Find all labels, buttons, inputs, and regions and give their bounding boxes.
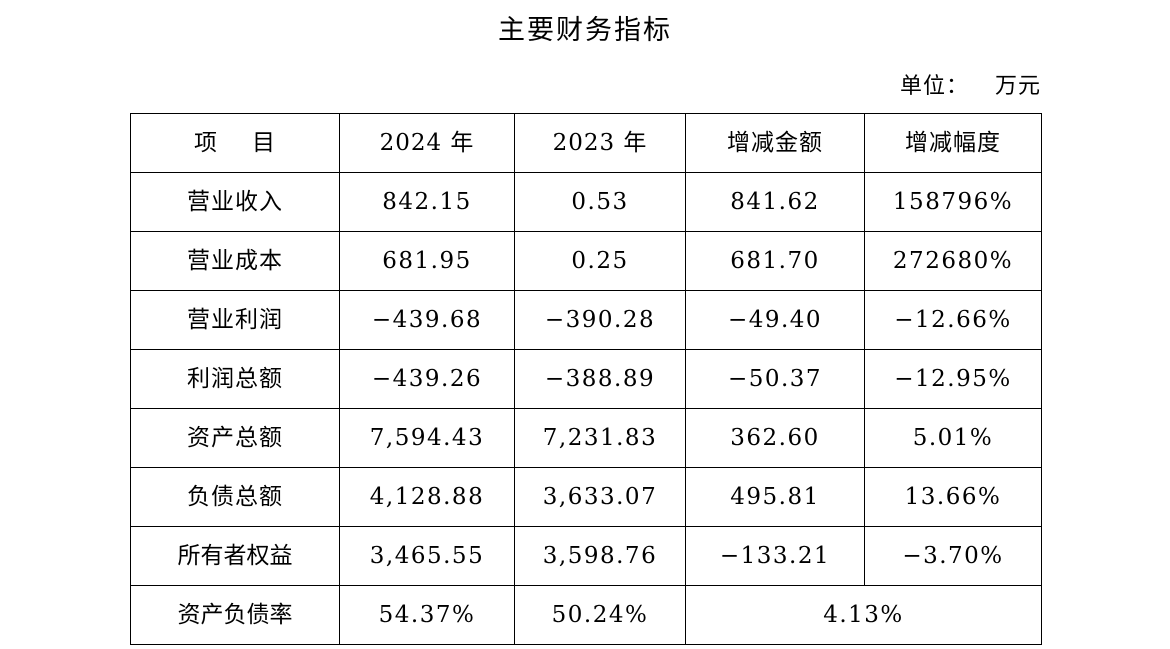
table-row: 营业收入 842.15 0.53 841.62 158796%	[130, 172, 1042, 232]
cell-change-rate: 13.66%	[864, 467, 1042, 527]
cell-change-amount: 495.81	[685, 467, 865, 527]
table-row-ratio: 资产负债率 54.37% 50.24% 4.13%	[130, 585, 1042, 645]
column-header-item-char-1: 项	[194, 130, 218, 156]
financial-table-container: 项目 2024 年 2023 年 增减金额 增减幅度 营业收入 842.15 0…	[130, 113, 1042, 645]
row-label-total-liabilities: 负债总额	[130, 467, 340, 527]
unit-label: 单位：	[899, 74, 969, 99]
row-label-operating-cost: 营业成本	[130, 231, 340, 291]
cell-2024: −439.26	[339, 349, 515, 409]
column-header-change-rate: 增减幅度	[864, 113, 1042, 173]
cell-change-amount: 362.60	[685, 408, 865, 468]
table-row: 所有者权益 3,465.55 3,598.76 −133.21 −3.70%	[130, 526, 1042, 586]
cell-2024: 3,465.55	[339, 526, 515, 586]
cell-change-amount: 681.70	[685, 231, 865, 291]
table-header-row: 项目 2024 年 2023 年 增减金额 增减幅度	[130, 113, 1042, 173]
cell-2023: −388.89	[514, 349, 686, 409]
cell-change-rate: −12.66%	[864, 290, 1042, 350]
cell-change-amount: −50.37	[685, 349, 865, 409]
cell-2023: 0.25	[514, 231, 686, 291]
column-header-item: 项目	[130, 113, 340, 173]
cell-2023: 3,633.07	[514, 467, 686, 527]
cell-change-rate: 272680%	[864, 231, 1042, 291]
cell-change-amount: −133.21	[685, 526, 865, 586]
cell-change-rate: 5.01%	[864, 408, 1042, 468]
cell-change-amount: −49.40	[685, 290, 865, 350]
cell-2023: −390.28	[514, 290, 686, 350]
cell-2023: 50.24%	[514, 585, 686, 645]
table-row: 利润总额 −439.26 −388.89 −50.37 −12.95%	[130, 349, 1042, 409]
cell-change-rate: −12.95%	[864, 349, 1042, 409]
table-row: 营业利润 −439.68 −390.28 −49.40 −12.66%	[130, 290, 1042, 350]
cell-change-merged: 4.13%	[685, 585, 1042, 645]
cell-change-rate: −3.70%	[864, 526, 1042, 586]
row-label-total-profit: 利润总额	[130, 349, 340, 409]
table-row: 资产总额 7,594.43 7,231.83 362.60 5.01%	[130, 408, 1042, 468]
column-header-change-amount: 增减金额	[685, 113, 865, 173]
cell-2024: 842.15	[339, 172, 515, 232]
financial-indicators-table: 项目 2024 年 2023 年 增减金额 增减幅度 营业收入 842.15 0…	[130, 113, 1042, 645]
cell-2023: 7,231.83	[514, 408, 686, 468]
row-label-debt-ratio: 资产负债率	[130, 585, 340, 645]
unit-line: 单位： 万元	[0, 72, 1041, 102]
cell-2023: 0.53	[514, 172, 686, 232]
column-header-2024: 2024 年	[339, 113, 515, 173]
cell-change-rate: 158796%	[864, 172, 1042, 232]
table-row: 营业成本 681.95 0.25 681.70 272680%	[130, 231, 1042, 291]
cell-change-amount: 841.62	[685, 172, 865, 232]
page-title: 主要财务指标	[498, 15, 672, 46]
column-header-item-char-2: 目	[252, 130, 276, 156]
cell-2024: 681.95	[339, 231, 515, 291]
row-label-operating-profit: 营业利润	[130, 290, 340, 350]
table-row: 负债总额 4,128.88 3,633.07 495.81 13.66%	[130, 467, 1042, 527]
row-label-total-assets: 资产总额	[130, 408, 340, 468]
cell-2023: 3,598.76	[514, 526, 686, 586]
cell-2024: 7,594.43	[339, 408, 515, 468]
unit-value: 万元	[994, 74, 1041, 99]
cell-2024: 4,128.88	[339, 467, 515, 527]
column-header-2023: 2023 年	[514, 113, 686, 173]
row-label-operating-revenue: 营业收入	[130, 172, 340, 232]
cell-2024: −439.68	[339, 290, 515, 350]
row-label-owners-equity: 所有者权益	[130, 526, 340, 586]
cell-2024: 54.37%	[339, 585, 515, 645]
